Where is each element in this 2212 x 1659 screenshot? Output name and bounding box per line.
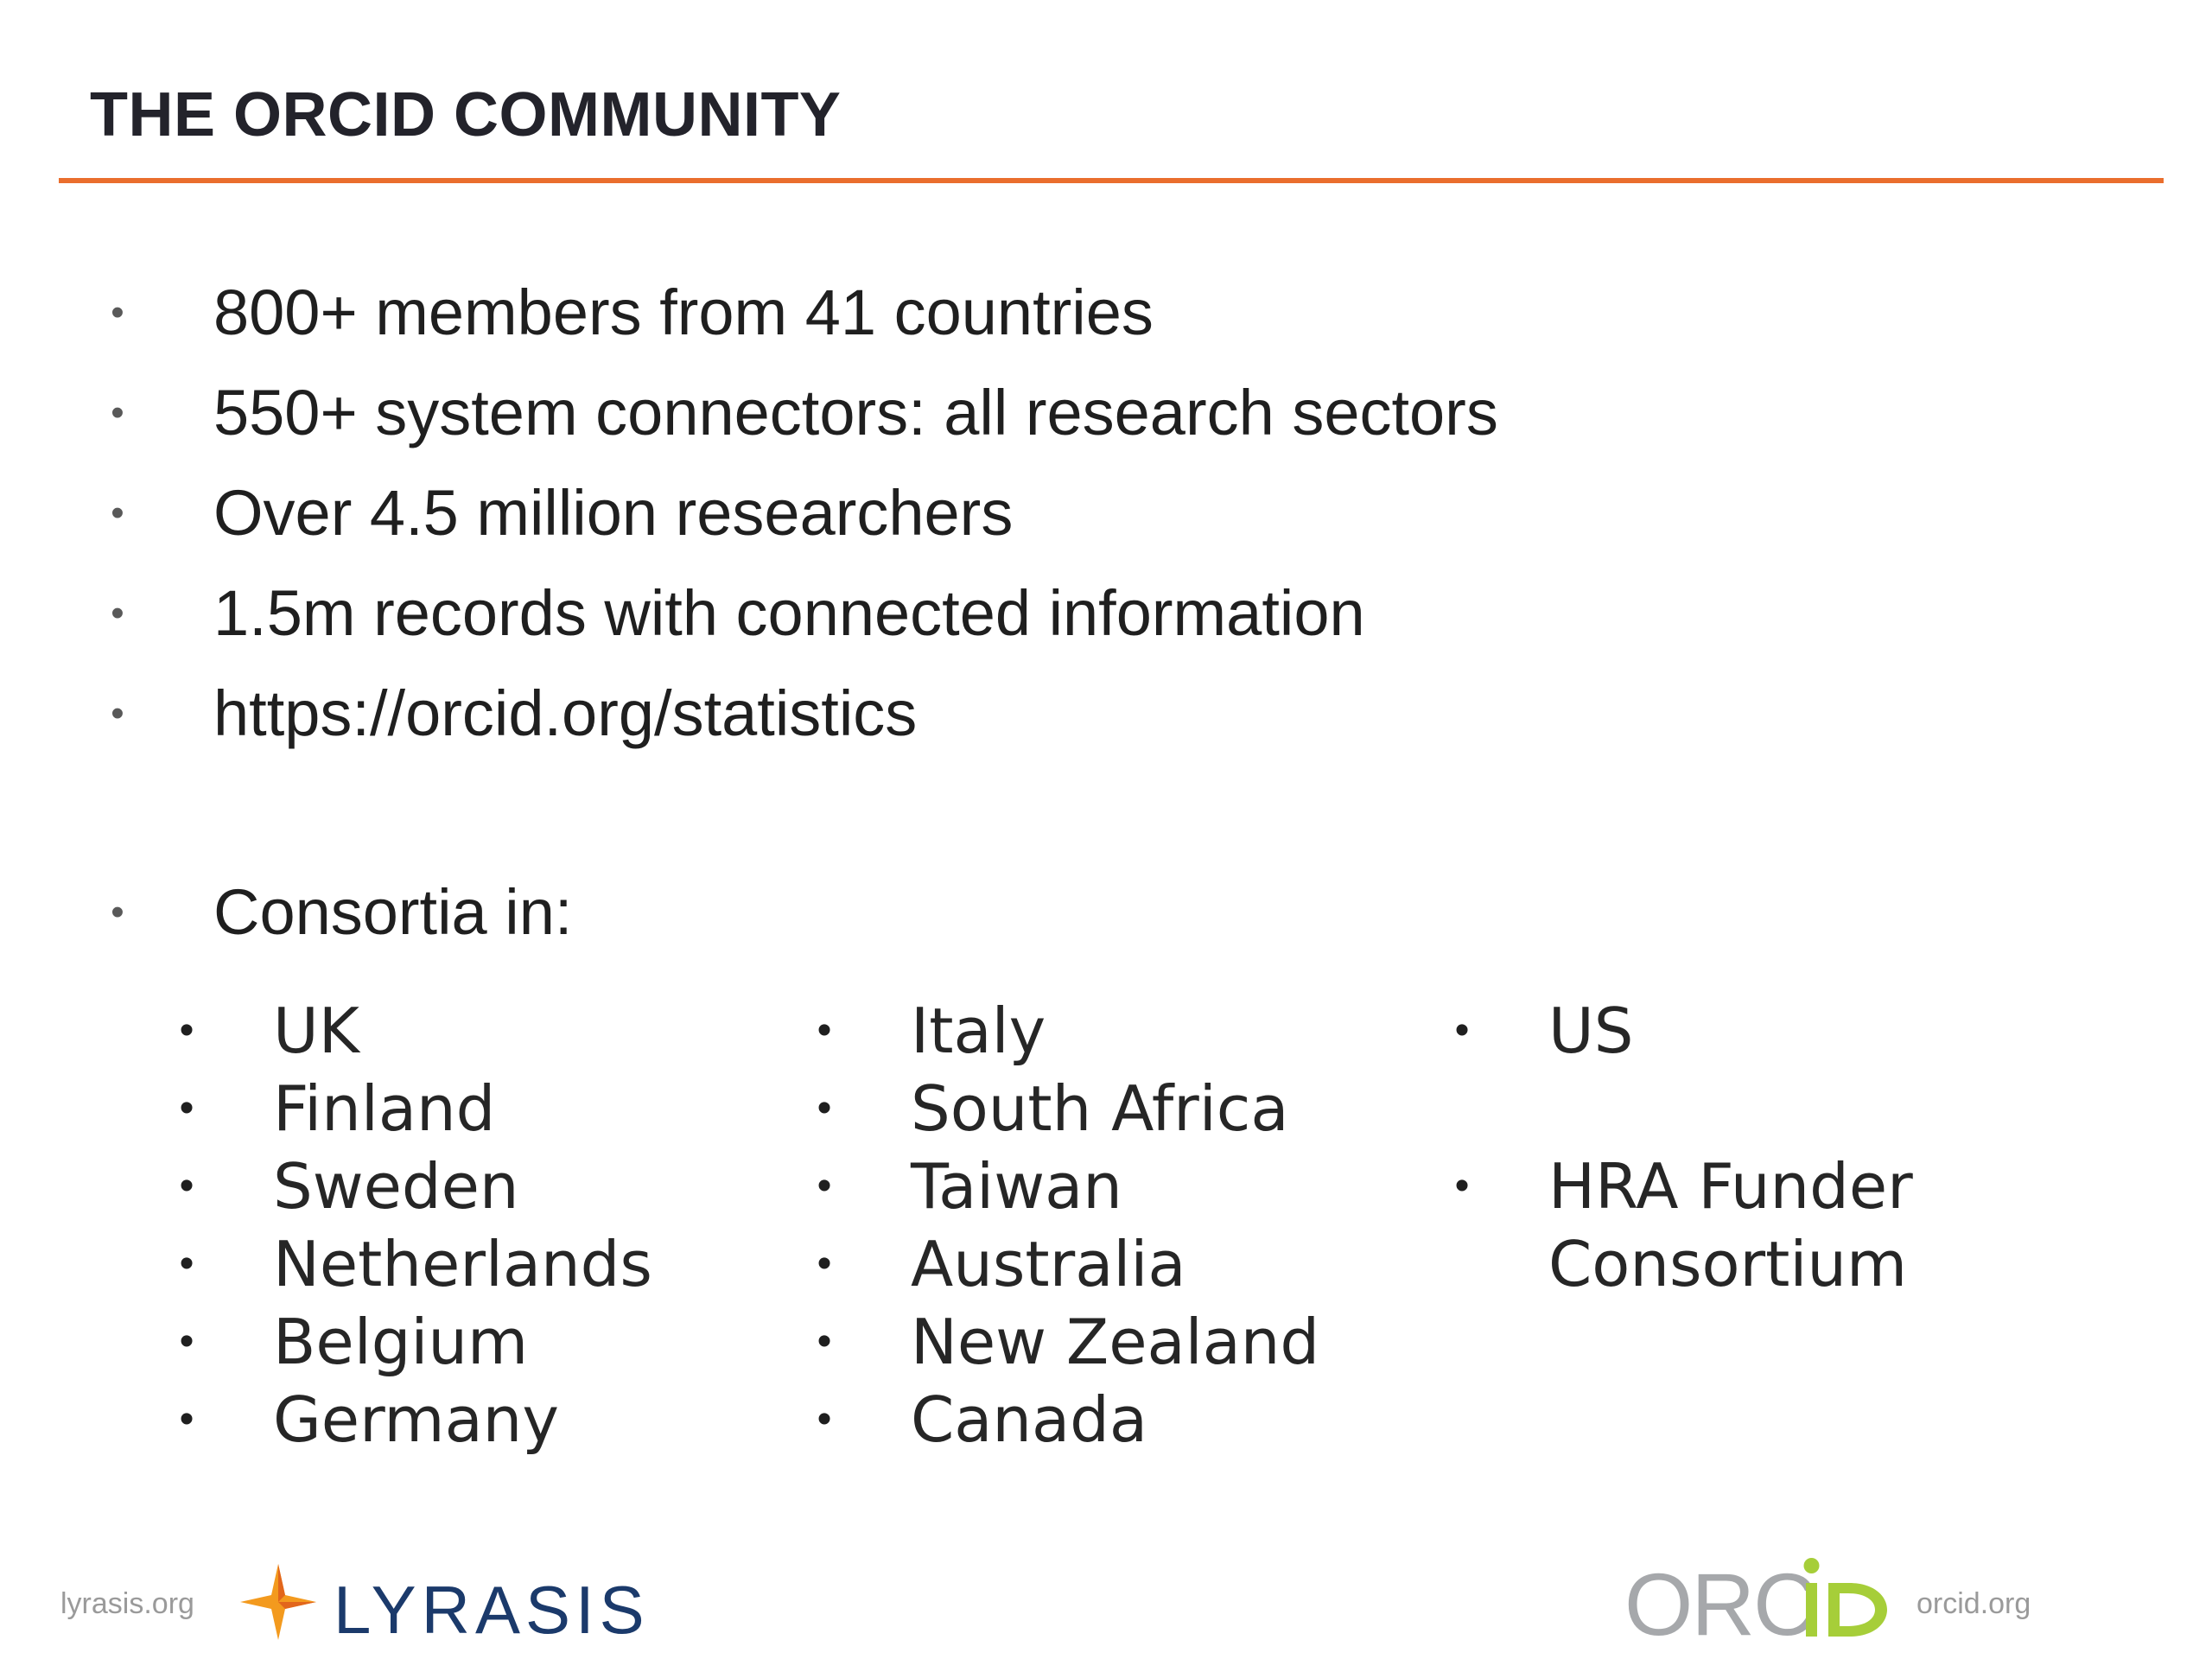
consortium-name: Netherlands (273, 1228, 652, 1300)
bullet-item: • 550+ system connectors: all research s… (0, 370, 1901, 456)
bullet-text: Over 4.5 million researchers (213, 477, 1014, 549)
bullet-dot: • (111, 592, 124, 634)
svg-text:ORC: ORC (1624, 1555, 1815, 1642)
bullet-dot: • (817, 1163, 832, 1209)
consortium-name: HRA Funder Consortium (1548, 1150, 1913, 1300)
consortium-name: Finland (273, 1072, 496, 1145)
lyrasis-star-icon (240, 1564, 316, 1640)
bullet-text: Consortia in: (213, 876, 573, 948)
consortium-name: UK (273, 995, 359, 1067)
consortium-name: Belgium (273, 1306, 529, 1378)
bullet-dot: • (111, 391, 124, 434)
lyrasis-url[interactable]: lyrasis.org (60, 1587, 194, 1620)
orcid-url[interactable]: orcid.org (1916, 1587, 2031, 1620)
bullet-item: • https://orcid.org/statistics (0, 671, 1901, 757)
bullet-dot: • (111, 492, 124, 534)
consortium-name: Taiwan (911, 1150, 1122, 1223)
bullet-dot: • (817, 1085, 832, 1131)
consortium-name: Australia (911, 1228, 1186, 1300)
lyrasis-logo-text: LYRASIS (334, 1572, 650, 1648)
bullet-item: • 1.5m records with connected informatio… (0, 570, 1901, 657)
bullet-text: 1.5m records with connected information (213, 577, 1365, 649)
consortium-name: New Zealand (911, 1306, 1320, 1378)
bullet-dot: • (179, 1319, 194, 1364)
bullet-dot: • (1454, 1007, 1470, 1053)
consortium-name: Canada (911, 1383, 1147, 1456)
bullet-item: • Over 4.5 million researchers (0, 470, 1901, 556)
bullet-dot: • (179, 1007, 194, 1053)
bullet-dot: • (179, 1396, 194, 1442)
bullet-dot: • (111, 692, 124, 734)
orcid-logo-icon: ORC (1624, 1555, 1887, 1642)
statistics-url[interactable]: https://orcid.org/statistics (213, 677, 918, 749)
bullet-dot: • (179, 1241, 194, 1287)
consortium-name: Sweden (273, 1150, 519, 1223)
bullet-item: • Consortia in: (0, 869, 1901, 956)
bullet-dot: • (817, 1241, 832, 1287)
bullet-dot: • (179, 1163, 194, 1209)
bullet-item: • 800+ members from 41 countries (0, 270, 1901, 356)
consortium-name: Italy (911, 995, 1046, 1067)
bullet-dot: • (817, 1319, 832, 1364)
bullet-dot: • (111, 291, 124, 334)
bullet-dot: • (1454, 1163, 1470, 1209)
title-divider (59, 178, 2164, 183)
bullet-dot: • (111, 891, 124, 933)
bullet-dot: • (817, 1007, 832, 1053)
consortium-name: Germany (273, 1383, 559, 1456)
bullet-dot: • (179, 1085, 194, 1131)
consortium-name: South Africa (911, 1072, 1289, 1145)
bullet-text: 800+ members from 41 countries (213, 276, 1154, 348)
consortium-name: US (1548, 995, 1634, 1067)
bullet-dot: • (817, 1396, 832, 1442)
bullet-text: 550+ system connectors: all research sec… (213, 377, 1498, 448)
slide-title: THE ORCID COMMUNITY (90, 80, 842, 149)
